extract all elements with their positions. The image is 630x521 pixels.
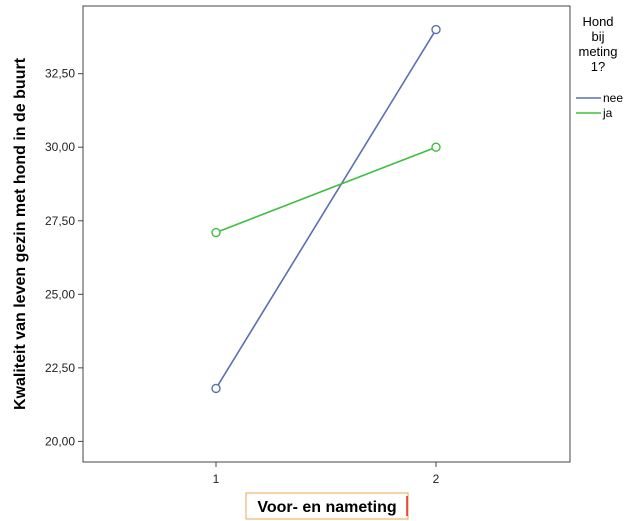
data-point-ja <box>211 227 221 238</box>
y-tick-label: 32,50 <box>45 67 75 81</box>
x-axis-title: Voor- en nameting <box>257 499 396 516</box>
series-lines <box>215 29 437 389</box>
legend-title-line: meting <box>578 44 617 59</box>
y-tick-label: 22,50 <box>45 361 75 375</box>
legend-label-nee: nee <box>603 91 623 105</box>
y-tick-label: 27,50 <box>45 214 75 228</box>
legend-title-line: 1? <box>591 59 605 74</box>
x-axis-title-box[interactable] <box>245 492 409 520</box>
series-line-ja <box>215 146 437 234</box>
legend-title-line: Hond <box>582 14 613 29</box>
data-point-nee <box>431 24 441 35</box>
y-tick-label: 30,00 <box>45 140 75 154</box>
x-tick-label: 1 <box>213 472 220 486</box>
y-tick-label: 20,00 <box>45 434 75 448</box>
legend-label-ja: ja <box>602 106 613 120</box>
legend-title-line: bij <box>591 29 604 44</box>
series-markers <box>211 24 441 394</box>
x-tick-label: 2 <box>433 472 440 486</box>
plot-area <box>82 5 571 463</box>
y-axis-title: Kwaliteit van leven gezin met hond in de… <box>12 57 29 410</box>
data-point-nee <box>211 383 221 394</box>
y-tick-label: 25,00 <box>45 287 75 301</box>
series-line-nee <box>215 29 437 389</box>
y-axis: 20,00 22,50 25,00 27,50 30,00 32,50 <box>45 67 83 448</box>
data-point-ja <box>431 142 441 152</box>
